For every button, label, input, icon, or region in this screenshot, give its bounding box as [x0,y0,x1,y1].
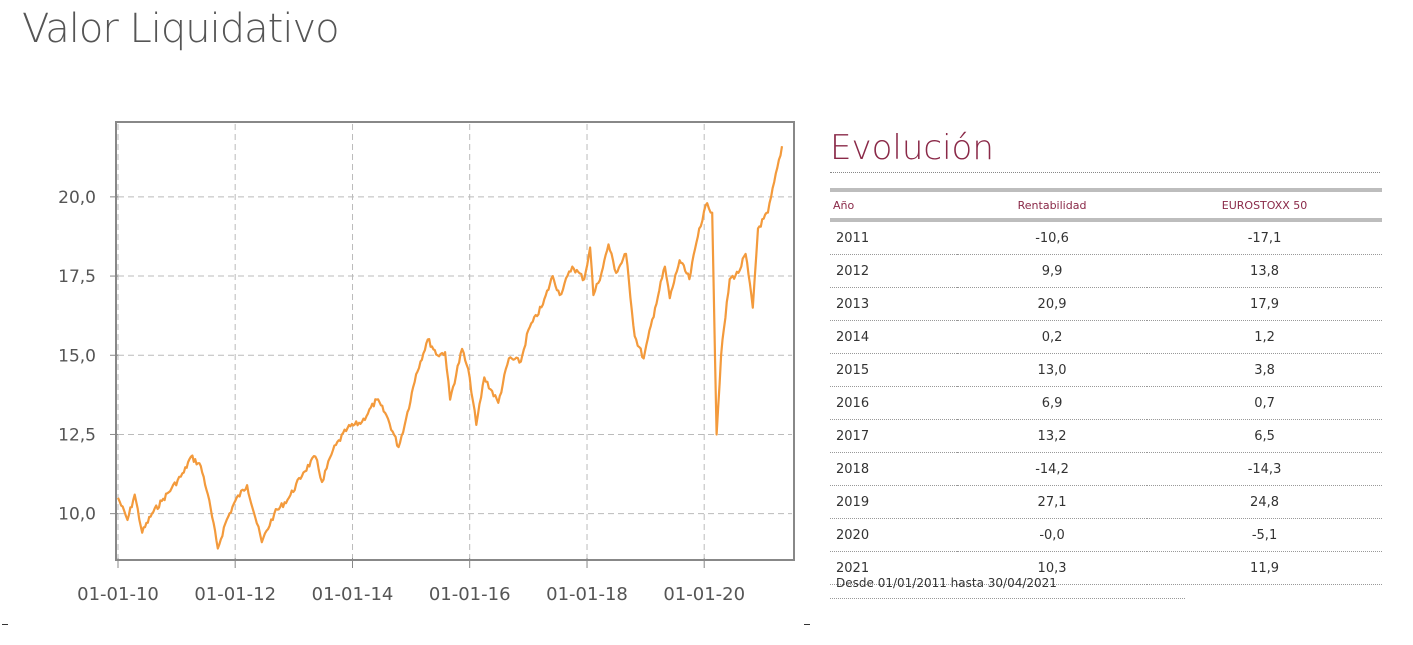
evolucion-title-rule [830,172,1380,173]
y-axis-ticks: 10,0 12,5 15,0 17,5 20,0 [58,188,118,525]
table-row: 2019 27,1 24,8 [830,485,1382,519]
table-row: 2021 10,3 11,9 [830,551,1382,585]
cell-eurostoxx: 11,9 [1147,551,1382,585]
cell-rentabilidad: -10,6 [957,220,1148,255]
cell-year: 2016 [830,386,957,420]
x-tick-label: 01-01-14 [312,584,394,605]
x-axis-ticks: 01-01-10 01-01-12 01-01-14 01-01-16 01-01-18… [77,558,745,605]
nav-series-line [116,146,784,550]
plot-frame [115,121,795,561]
crop-mark-left [2,624,8,625]
cell-eurostoxx: -5,1 [1147,518,1382,552]
header-eurostoxx: EUROSTOXX 50 [1147,188,1382,222]
cell-eurostoxx: 24,8 [1147,485,1382,519]
table-row: 2015 13,0 3,8 [830,353,1382,387]
cell-eurostoxx: 0,7 [1147,386,1382,420]
cell-year: 2012 [830,254,957,288]
footnote-rule [830,598,1185,599]
cell-eurostoxx: 17,9 [1147,287,1382,321]
cell-eurostoxx: 13,8 [1147,254,1382,288]
table-row: 2020 -0,0 -5,1 [830,518,1382,552]
series-layer [116,146,784,550]
cell-rentabilidad: -0,0 [957,518,1148,552]
table-row: 2016 6,9 0,7 [830,386,1382,420]
page-title: Valor Liquidativo [22,6,340,52]
cell-rentabilidad: 6,9 [957,386,1148,420]
cell-rentabilidad: 13,0 [957,353,1148,387]
table-row: 2012 9,9 13,8 [830,254,1382,288]
cell-rentabilidad: 27,1 [957,485,1148,519]
cell-year: 2011 [830,220,957,255]
cell-rentabilidad: 13,2 [957,419,1148,453]
x-tick-label: 01-01-12 [194,584,276,605]
cell-rentabilidad: 9,9 [957,254,1148,288]
header-rentabilidad: Rentabilidad [957,188,1148,222]
cell-rentabilidad: 0,2 [957,320,1148,354]
evolucion-title: Evolución [830,128,994,168]
y-tick-label: 12,5 [58,425,96,445]
y-tick-label: 17,5 [58,267,96,287]
x-tick-label: 01-01-20 [663,584,745,605]
cell-eurostoxx: 3,8 [1147,353,1382,387]
cell-year: 2021 [830,551,957,585]
cell-year: 2017 [830,419,957,453]
cell-year: 2013 [830,287,957,321]
cell-year: 2020 [830,518,957,552]
table-row: 2013 20,9 17,9 [830,287,1382,321]
x-tick-label: 01-01-16 [429,584,511,605]
cell-year: 2019 [830,485,957,519]
cell-eurostoxx: -17,1 [1147,220,1382,255]
nav-line-chart: 10,012,515,017,520,0 01-01-10 01-01-12 01-… [58,121,795,605]
cell-eurostoxx: -14,3 [1147,452,1382,486]
y-tick-label: 20,0 [58,188,96,208]
cell-year: 2015 [830,353,957,387]
header-year: Año [830,188,957,222]
cell-year: 2014 [830,320,957,354]
table-row: 2017 13,2 6,5 [830,419,1382,453]
cell-rentabilidad: 20,9 [957,287,1148,321]
table-row: 2014 0,2 1,2 [830,320,1382,354]
x-tick-label: 01-01-10 [77,584,159,605]
y-tick-label: 10,0 [58,505,96,525]
y-tick-label: 15,0 [58,346,96,366]
cell-rentabilidad: -14,2 [957,452,1148,486]
cell-year: 2018 [830,452,957,486]
cell-eurostoxx: 6,5 [1147,419,1382,453]
table-row: 2018 -14,2 -14,3 [830,452,1382,486]
cell-eurostoxx: 1,2 [1147,320,1382,354]
footnote: Desde 01/01/2011 hasta 30/04/2021 [836,576,1057,590]
x-tick-label: 01-01-18 [546,584,628,605]
cell-rentabilidad: 10,3 [957,551,1148,585]
crop-mark-right [804,624,810,625]
table-row: 2011 -10,6 -17,1 [830,220,1382,255]
table-header-row: Año Rentabilidad EUROSTOXX 50 [830,188,1382,222]
evolucion-table: Año Rentabilidad EUROSTOXX 50 2011 -10,6-… [830,188,1382,585]
